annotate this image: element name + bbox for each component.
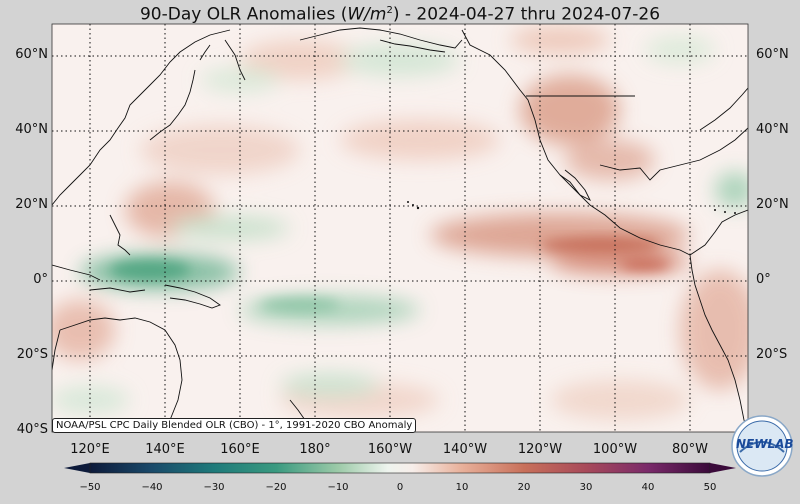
- lat-label-left-eq: 0°: [33, 272, 48, 287]
- colorbar-tick: 40: [641, 482, 655, 493]
- lat-label-left-20s: 20°S: [16, 347, 48, 362]
- lat-label-left-40s: 40°S: [16, 422, 48, 437]
- gridlines: [52, 24, 748, 432]
- lon-label-160w: 160°W: [367, 442, 413, 457]
- colorbar: [64, 462, 736, 474]
- lon-label-140w: 140°W: [442, 442, 488, 457]
- colorbar-tick: 30: [579, 482, 593, 493]
- colorbar-tick: 20: [517, 482, 531, 493]
- lat-label-right-40n: 40°N: [756, 122, 789, 137]
- lat-label-left-40n: 40°N: [15, 122, 48, 137]
- data-source-credit: NOAA/PSL CPC Daily Blended OLR (CBO) - 1…: [52, 418, 417, 433]
- lon-label-120e: 120°E: [70, 442, 110, 457]
- lon-label-160e: 160°E: [220, 442, 260, 457]
- colorbar-tick: −20: [265, 482, 287, 493]
- psl-logo: [731, 415, 793, 477]
- coastlines: [52, 27, 748, 432]
- colorbar-tick: 0: [396, 482, 404, 493]
- lon-label-80w: 80°W: [672, 442, 708, 457]
- anomaly-field: [52, 24, 748, 432]
- lon-label-100w: 100°W: [592, 442, 638, 457]
- colorbar-tick: 50: [703, 482, 717, 493]
- lat-label-left-20n: 20°N: [15, 197, 48, 212]
- lon-label-140e: 140°E: [145, 442, 185, 457]
- colorbar-tick: 10: [455, 482, 469, 493]
- lon-label-120w: 120°W: [517, 442, 563, 457]
- lat-label-right-60n: 60°N: [756, 47, 789, 62]
- lat-label-right-20s: 20°S: [756, 347, 788, 362]
- colorbar-tick: −40: [141, 482, 163, 493]
- map-title: 90-Day OLR Anomalies (W/m2) - 2024-04-27…: [139, 4, 661, 25]
- lat-label-right-20n: 20°N: [756, 197, 789, 212]
- lon-label-180: 180°: [299, 442, 331, 457]
- colorbar-tick: −10: [327, 482, 349, 493]
- lat-label-right-eq: 0°: [756, 272, 771, 287]
- colorbar-tick: −30: [203, 482, 225, 493]
- colorbar-tick: −50: [79, 482, 101, 493]
- logo-text: NEWLAB: [736, 437, 794, 451]
- lat-label-left-60n: 60°N: [15, 47, 48, 62]
